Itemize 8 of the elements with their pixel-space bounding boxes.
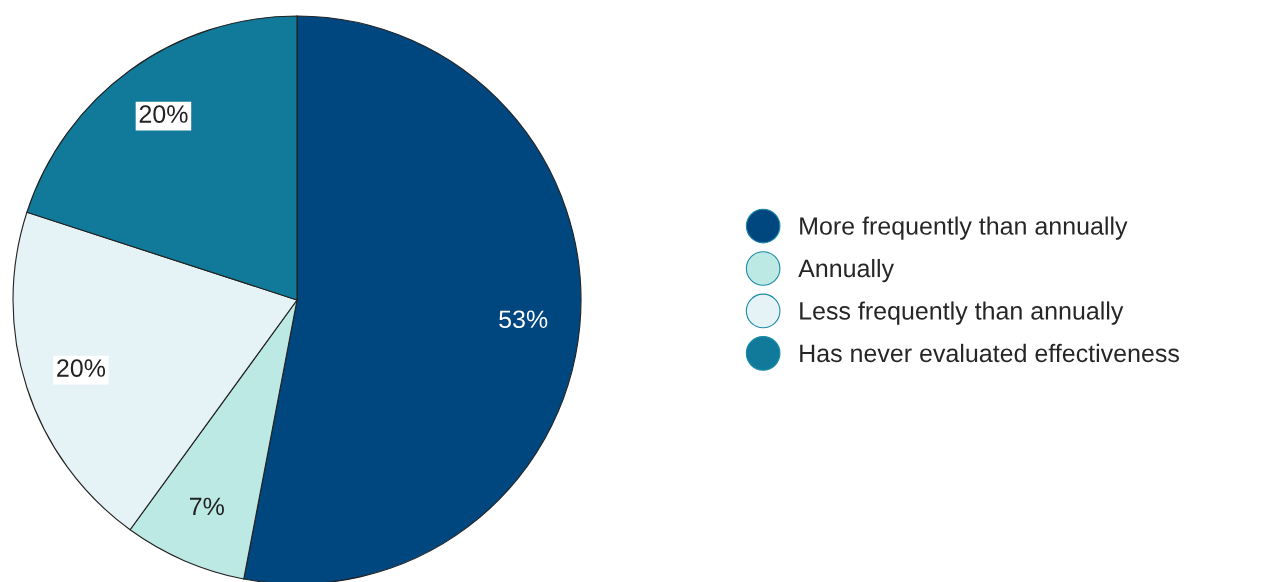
legend-label: Less frequently than annually [800,301,1124,325]
data-label: 20% [57,359,106,377]
data-label: 20% [139,105,188,123]
legend-label: More frequently than annually [800,216,1128,240]
legend-label: Has never evaluated effectiveness [800,343,1179,363]
data-label: 7% [189,497,224,516]
data-label: 53% [499,310,548,329]
legend-label: Annually [798,258,894,283]
